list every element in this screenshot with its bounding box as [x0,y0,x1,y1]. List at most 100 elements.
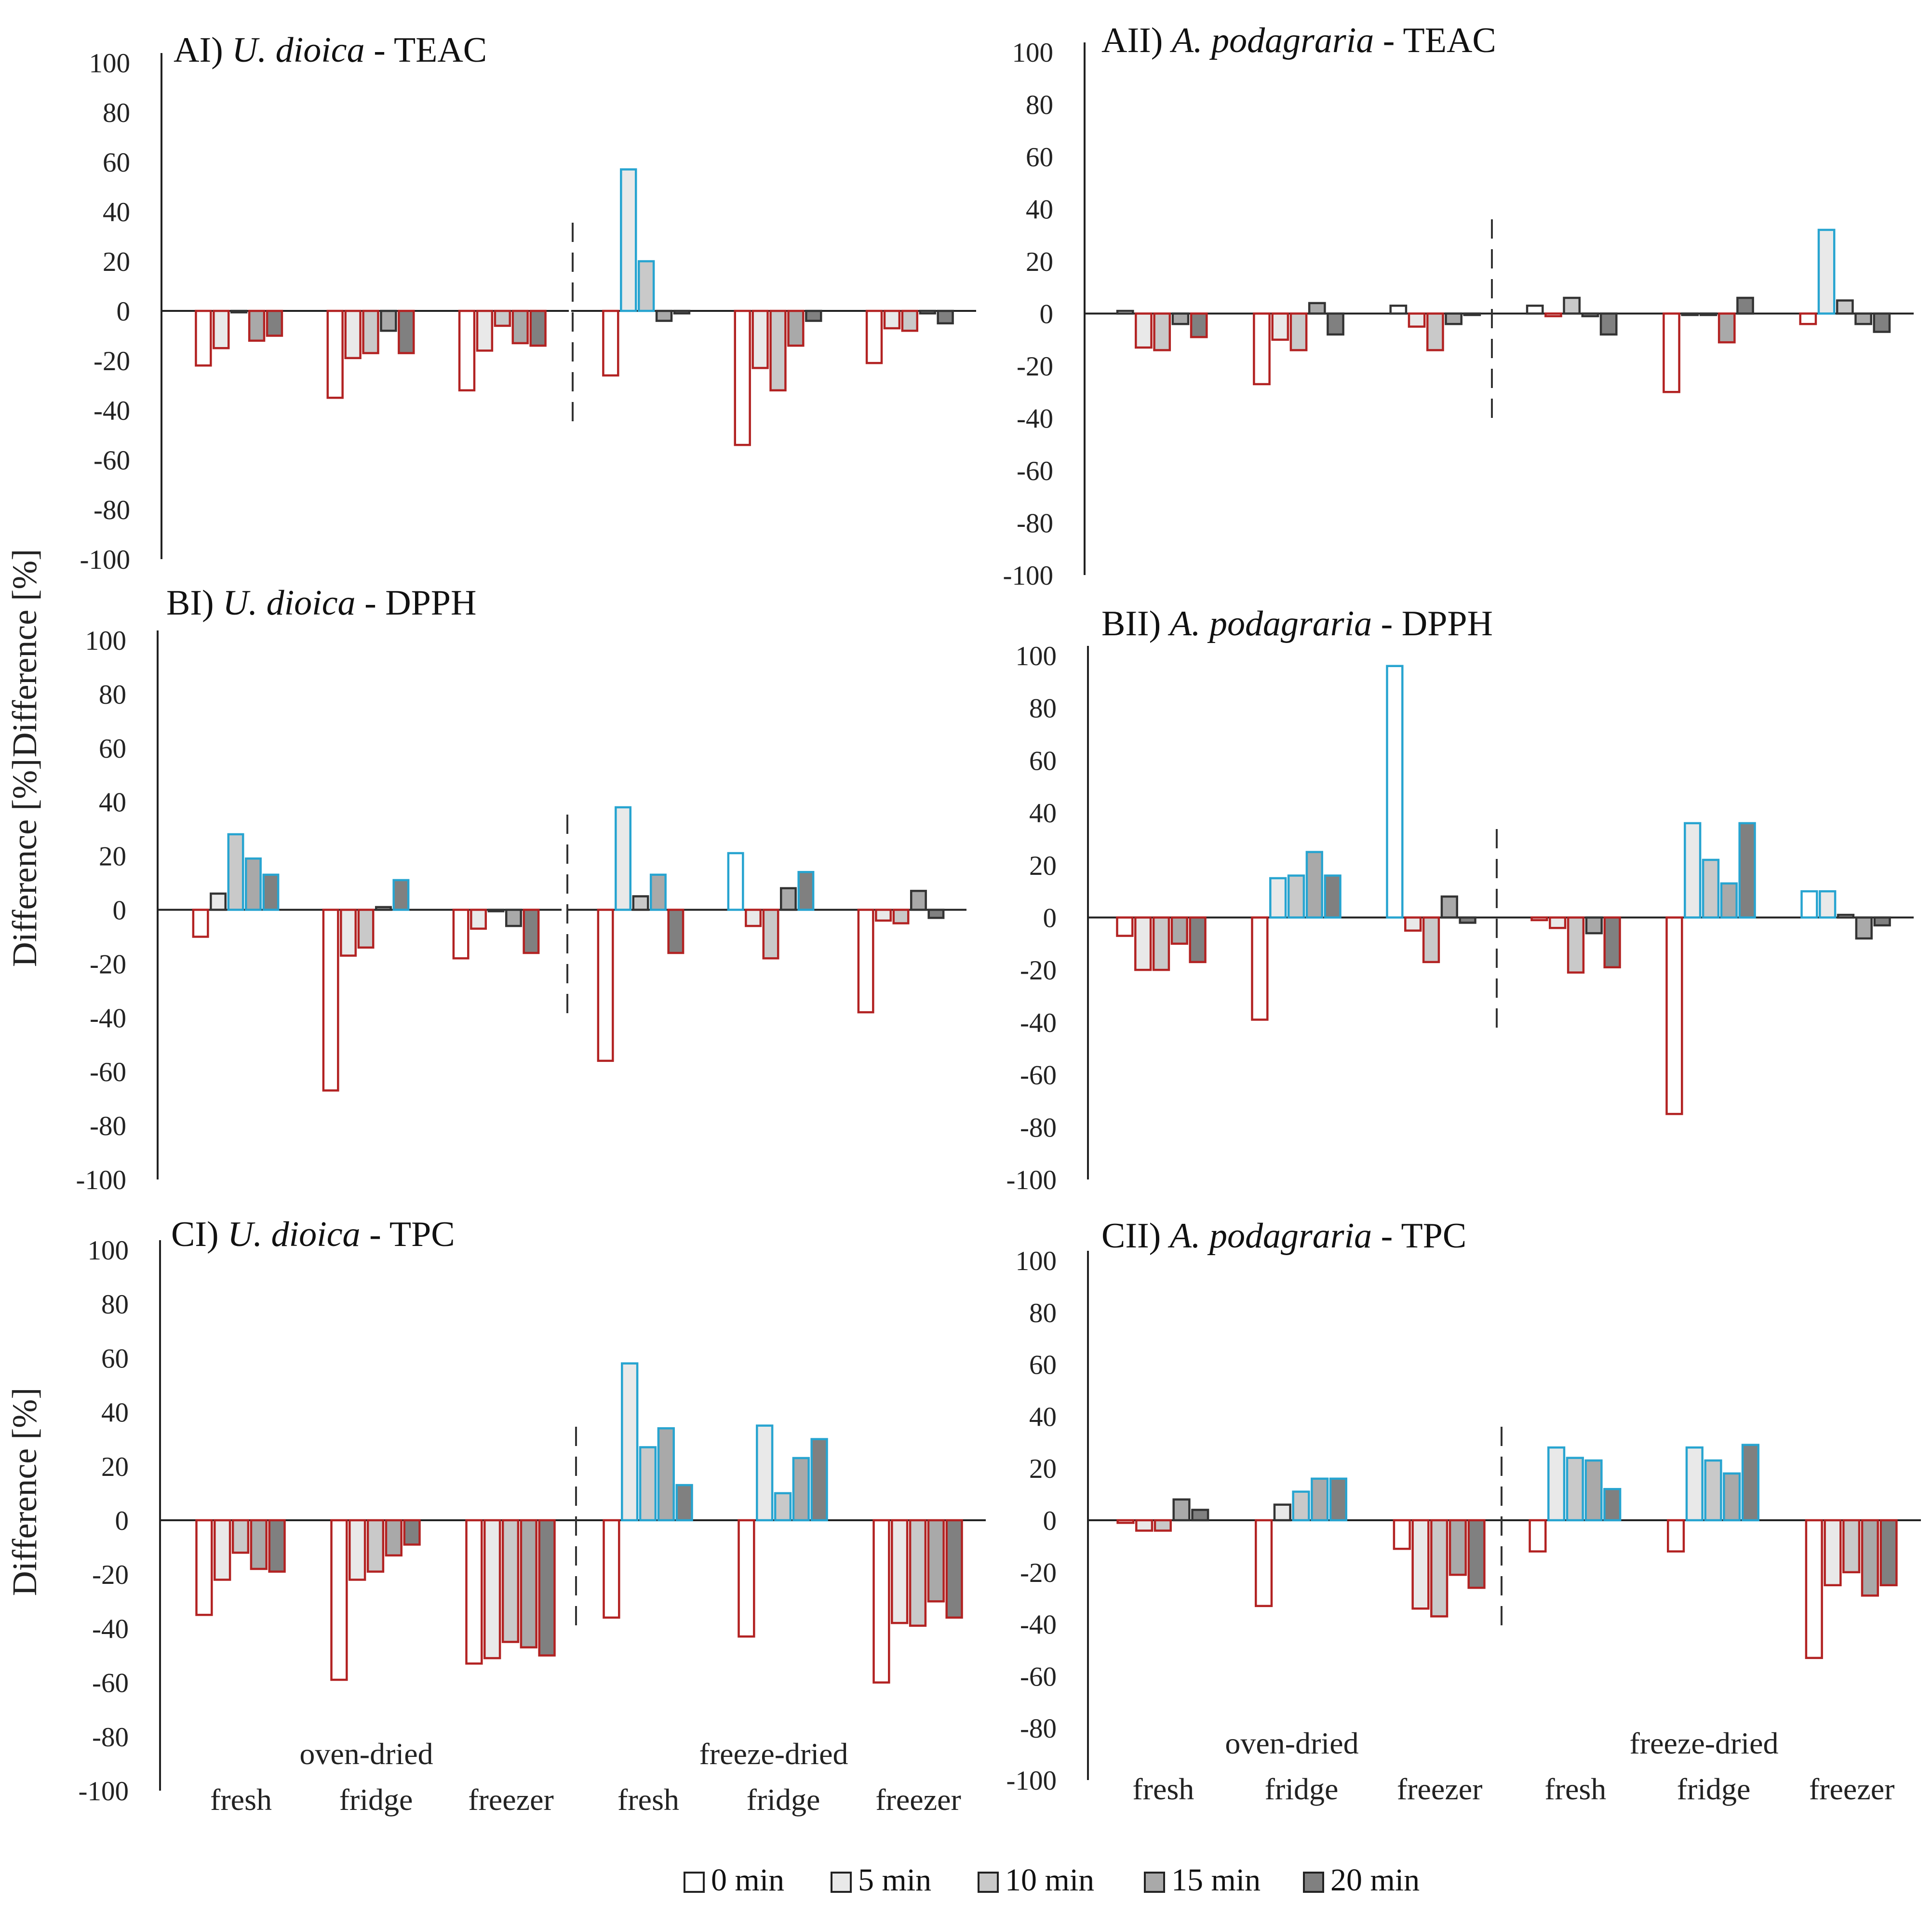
bar-ai-freeze-dried-fresh-15min [655,309,673,322]
bar-bii-oven-dried-fridge-10min [1287,874,1305,919]
bar-aii-oven-dried-freezer-5min [1408,312,1426,328]
bar-ai-freeze-dried-fridge-0min [734,309,751,446]
bar-aii-oven-dried-freezer-10min [1426,312,1444,351]
y-tick-label: -20 [1017,351,1053,382]
bar-bii-freeze-dried-freezer-20min [1873,916,1891,927]
bar-bii-freeze-dried-fresh-15min [1585,916,1603,935]
y-tick-label: 0 [115,1506,129,1536]
y-tick-label: -60 [92,1668,129,1699]
bar-bi-oven-dried-fresh-0min [192,909,209,938]
bar-ci-oven-dried-fresh-5min [214,1519,231,1581]
bar-bii-freeze-dried-fridge-15min [1720,882,1738,919]
y-tick-label: 100 [1016,1246,1057,1276]
panel-ci: CI) U. dioica - TPC 100 80 60 40 20 0 -20 -40 -60… [5,1215,986,1817]
bar-aii-freeze-dried-freezer-5min [1817,228,1836,315]
y-tick-label: -80 [92,1722,129,1753]
bar-bi-freeze-dried-fridge-5min [745,909,762,927]
legend-swatch [831,1872,852,1893]
category-label: fresh [617,1782,679,1817]
bar-cii-freeze-dried-fridge-5min [1685,1446,1704,1522]
bar-bii-freeze-dried-fridge-5min [1684,822,1702,919]
bar-aii-oven-dried-fridge-20min [1327,312,1344,336]
y-axis-title: Difference [%] [5,1388,44,1596]
bar-cii-freeze-dried-freezer-20min [1879,1519,1898,1586]
bar-bi-oven-dried-freezer-15min [505,909,522,927]
y-tick-label: 0 [1043,903,1057,934]
bar-aii-oven-dried-fresh-10min [1153,312,1171,351]
bar-ci-freeze-dried-fridge-15min [792,1457,810,1522]
bar-bi-freeze-dried-freezer-15min [910,890,927,911]
bar-bii-freeze-dried-fresh-0min [1530,916,1548,922]
bar-ai-oven-dried-freezer-15min [511,309,529,345]
category-label: fresh [1544,1772,1606,1806]
bar-ai-oven-dried-freezer-0min [458,309,476,392]
y-tick-label: -100 [80,545,130,575]
legend-swatch [1303,1872,1324,1893]
bar-cii-oven-dried-fresh-15min [1172,1498,1191,1522]
bar-bii-oven-dried-freezer-20min [1459,916,1476,924]
bar-bi-freeze-dried-fresh-10min [632,895,649,911]
y-tick-label: 100 [88,1235,129,1266]
legend-label: 15 min [1171,1862,1261,1898]
bar-bi-freeze-dried-fridge-20min [797,870,815,911]
bar-cii-freeze-dried-freezer-15min [1861,1519,1879,1597]
bar-ci-oven-dried-fridge-15min [385,1519,402,1557]
bar-bi-oven-dried-fresh-5min [210,892,227,911]
panel-title-suffix: - TEAC [365,30,487,70]
bar-aii-oven-dried-fridge-10min [1289,312,1308,351]
bar-cii-oven-dried-fridge-10min [1292,1490,1310,1522]
bar-aii-oven-dried-fresh-20min [1190,312,1208,338]
bar-ci-freeze-dried-freezer-5min [891,1519,909,1624]
y-tick-label: 40 [101,1398,129,1428]
bar-ci-oven-dried-freezer-20min [538,1519,556,1657]
y-tick-label: 100 [85,626,127,656]
panel-bii: BII) A. podagraria - DPPH 100 80 60 40 20 0 -20… [1006,604,1914,1195]
y-tick-label: -60 [90,1057,126,1087]
bar-bii-oven-dried-fridge-5min [1269,877,1287,919]
y-tick-label: -20 [1020,1558,1057,1588]
bar-bii-oven-dried-fresh-10min [1152,916,1170,971]
panel-title: AI) U. dioica - TEAC [174,30,487,70]
bar-ai-oven-dried-freezer-20min [529,309,547,347]
panel-title-species: U. dioica [228,1215,360,1254]
bar-cii-oven-dried-fresh-0min [1116,1519,1135,1524]
bar-ai-oven-dried-fresh-20min [266,309,283,337]
bar-aii-freeze-dried-fridge-15min [1717,312,1736,344]
bar-ci-oven-dried-fridge-20min [403,1519,421,1546]
bar-cii-freeze-dried-fresh-20min [1603,1488,1622,1522]
bar-ai-freeze-dried-fridge-20min [805,309,822,322]
bar-bii-freeze-dried-fresh-20min [1603,916,1621,969]
bar-ai-oven-dried-fresh-0min [195,309,212,367]
bar-ci-freeze-dried-fridge-20min [810,1438,828,1522]
category-label: fridge [339,1782,413,1817]
bar-ci-freeze-dried-fridge-0min [738,1519,755,1638]
y-tick-label: 60 [101,1343,129,1374]
bar-cii-oven-dried-freezer-10min [1430,1519,1449,1618]
bar-aii-freeze-dried-freezer-0min [1799,312,1817,325]
bar-ci-freeze-dried-fresh-5min [621,1362,639,1522]
bar-cii-oven-dried-fresh-5min [1135,1519,1154,1532]
bar-cii-oven-dried-freezer-20min [1467,1519,1486,1589]
bar-bi-freeze-dried-freezer-5min [875,909,892,922]
panel-title-species: A. podagraria [1167,1216,1372,1256]
bar-ai-oven-dried-fridge-15min [380,309,397,332]
bar-ci-freeze-dried-fridge-5min [756,1424,774,1522]
bar-bii-freeze-dried-fridge-20min [1738,822,1756,919]
category-label: freezer [1809,1772,1895,1806]
y-tick-label: 40 [1029,1402,1057,1432]
bar-bi-freeze-dried-fresh-0min [597,909,614,1062]
bar-ai-oven-dried-fridge-5min [344,309,362,360]
legend: 0 min 5 min 10 min 15 min 20 min [684,1862,1420,1898]
bar-bi-freeze-dried-fridge-15min [779,887,797,911]
bar-bii-oven-dried-fresh-20min [1189,916,1207,964]
bar-bii-freeze-dried-fridge-10min [1702,858,1720,919]
y-tick-label: 20 [1029,1454,1057,1484]
y-tick-label: 40 [1029,798,1057,829]
legend-swatch [684,1872,705,1893]
bar-cii-freeze-dried-fridge-15min [1723,1472,1741,1522]
y-tick-label: -20 [1020,955,1057,986]
panel-title-suffix: - TPC [361,1215,455,1254]
y-tick-label: -80 [94,495,130,525]
category-label: freezer [1397,1772,1483,1806]
bar-bi-freeze-dried-freezer-10min [892,909,910,924]
